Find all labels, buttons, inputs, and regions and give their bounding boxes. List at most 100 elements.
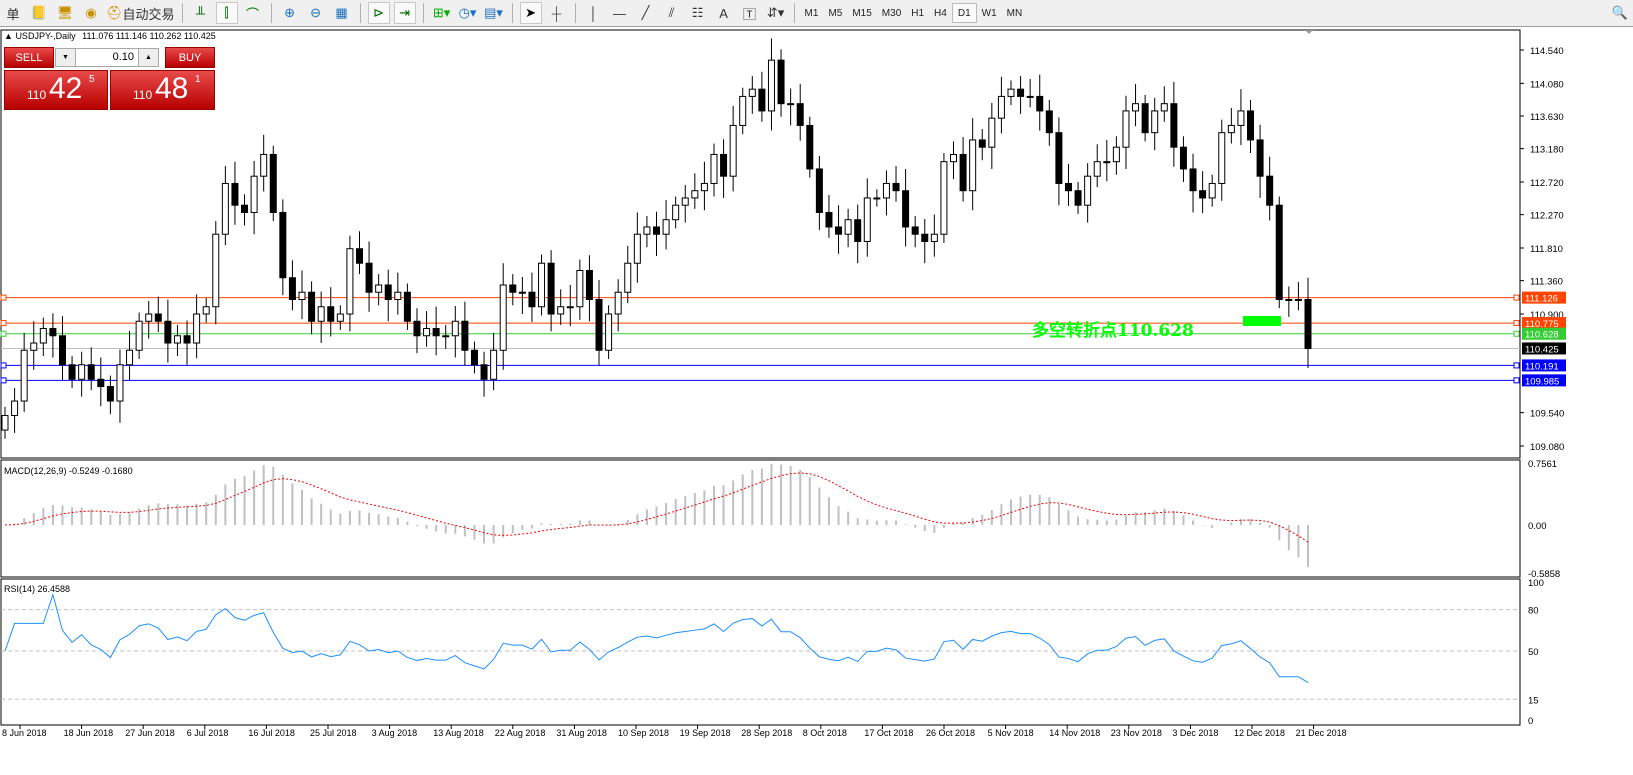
candle [538, 254, 546, 316]
candle-body [394, 291, 402, 300]
lot-size-input[interactable]: 0.10 [112, 51, 134, 63]
crosshair-icon[interactable]: ┼ [551, 5, 562, 21]
pivot-annotation[interactable]: 多空转折点110.628 [1032, 321, 1194, 341]
candle-body [384, 284, 392, 300]
rsi-tick-label: 50 [1528, 647, 1539, 658]
candle-body [1141, 103, 1149, 134]
candle [787, 88, 795, 126]
cursor-icon[interactable]: ➤ [519, 2, 542, 24]
candle [490, 332, 498, 391]
candle-body [269, 153, 277, 213]
buy-price-button[interactable]: 110 48 1 [110, 70, 215, 110]
candle [806, 116, 814, 178]
candle [1170, 81, 1178, 167]
candle-body [748, 88, 756, 97]
timeframe-w1[interactable]: W1 [981, 7, 997, 19]
buy-button[interactable]: BUY [165, 47, 215, 68]
candle-body [1045, 110, 1053, 134]
date-label: 5 Nov 2018 [988, 728, 1034, 738]
candle-body [911, 226, 919, 235]
vertical-line-icon[interactable]: │ [589, 5, 598, 21]
candle [1218, 119, 1226, 201]
timeframe-m5[interactable]: M5 [828, 7, 843, 19]
toolbar-folder-button[interactable]: 📒 [28, 2, 50, 24]
sell-price-button[interactable]: 110 42 5 [4, 70, 108, 110]
fibonacci-icon[interactable]: ☷ [691, 5, 704, 20]
candle-body [882, 182, 890, 199]
candle [1179, 136, 1187, 182]
candle [78, 351, 86, 397]
price-tag-label: 110.191 [1525, 361, 1559, 372]
templates-icon[interactable]: ▤▾ [484, 5, 503, 20]
autoscroll-icon[interactable]: ⇥ [393, 2, 416, 24]
tile-windows-icon[interactable]: ▦ [335, 5, 348, 20]
candle [1247, 100, 1255, 153]
candle-body [183, 335, 191, 344]
chart-canvas[interactable]: 114.540 114.080 113.630 113.180 112.720 112.2… [0, 28, 1633, 772]
macd-tick-label: 0.00 [1528, 521, 1547, 532]
decrease-lot-button[interactable]: ▼ [56, 49, 76, 66]
candle [1266, 156, 1274, 221]
candle-body [68, 364, 76, 380]
collapse-triangle-icon[interactable]: ▲ [4, 31, 13, 41]
horizontal-line-icon[interactable]: — [613, 5, 627, 21]
chart-shift-icon[interactable]: ⊳ [367, 2, 390, 24]
indicators-icon[interactable]: ⊞▾ [432, 5, 451, 20]
text-tool-button[interactable]: A [719, 5, 728, 21]
price-tag [1522, 359, 1566, 372]
increase-lot-button[interactable]: ▲ [138, 49, 158, 66]
folder-icon: 📒 [30, 5, 48, 20]
toolbar-orders-button[interactable]: 单 [2, 2, 24, 24]
candle [87, 347, 95, 391]
bar-chart-icon[interactable]: ╨ [195, 5, 206, 21]
toolbar-auto-trading-button[interactable]: ⛑ 自动交易 [106, 2, 175, 24]
sell-button[interactable]: SELL [4, 47, 54, 68]
candle-body [432, 328, 440, 337]
candle [250, 160, 258, 235]
toolbar-signal-button[interactable]: ◉ [80, 2, 102, 24]
periods-icon[interactable]: ◷▾ [458, 5, 477, 20]
line-chart-icon[interactable]: ⌒ [246, 6, 260, 22]
chart-window[interactable]: 114.540 114.080 113.630 113.180 112.720 112.2… [0, 28, 1633, 772]
candle [729, 105, 737, 192]
timeframe-m15[interactable]: M15 [852, 7, 872, 19]
candle-body [470, 349, 478, 366]
signal-icon: ◉ [85, 5, 97, 20]
candle [873, 189, 881, 207]
candle-body [221, 182, 229, 235]
candle [1122, 95, 1130, 169]
search-icon[interactable]: 🔍 [1611, 5, 1629, 20]
candle-body [1256, 139, 1264, 177]
candle-body [720, 153, 728, 177]
candle [930, 214, 938, 257]
candle-body [202, 306, 210, 315]
arrows-icon[interactable]: ⇵▾ [766, 5, 785, 20]
toolbar-navigator-button[interactable]: 🖥 [54, 2, 76, 24]
timeframe-h1[interactable]: H1 [911, 7, 925, 19]
candle [336, 305, 344, 330]
toolbar-separator [359, 3, 361, 23]
chart-header: ▲ USDJPY-,Daily 111.076 111.146 110.262 … [4, 31, 216, 41]
timeframe-mn[interactable]: MN [1006, 7, 1023, 19]
candlestick-chart-icon[interactable]: ⫿ [215, 2, 238, 24]
candle [624, 245, 632, 304]
pivot-marker[interactable] [1243, 316, 1281, 326]
candle [173, 324, 181, 357]
candle-body [1189, 168, 1197, 192]
zoom-out-icon[interactable]: ⊖ [310, 5, 321, 20]
timeframe-d1[interactable]: D1 [951, 3, 977, 23]
timeframe-h4[interactable]: H4 [934, 7, 947, 19]
price-tick-label: 111.810 [1530, 244, 1563, 255]
timeframe-m30[interactable]: M30 [881, 7, 902, 19]
lot-size-stepper[interactable]: ▼ 0.10 ▲ [55, 48, 159, 67]
candle [183, 320, 191, 365]
equidistant-channel-icon[interactable]: ⫽ [668, 5, 675, 20]
candle-body [643, 226, 651, 235]
text-label-icon[interactable]: 🅃 [743, 6, 757, 22]
candle-body [767, 59, 775, 112]
candle [1227, 108, 1235, 144]
candle [653, 211, 660, 256]
trendline-icon[interactable]: ╱ [641, 5, 650, 20]
timeframe-m1[interactable]: M1 [804, 7, 819, 19]
zoom-in-icon[interactable]: ⊕ [284, 5, 295, 20]
